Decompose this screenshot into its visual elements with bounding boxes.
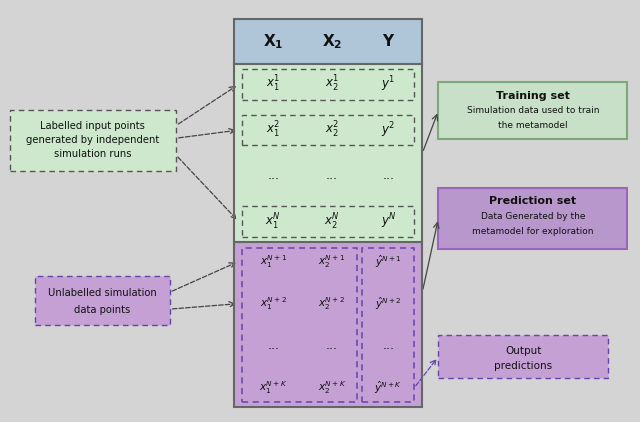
Text: $\mathbf{X_2}$: $\mathbf{X_2}$ — [321, 32, 342, 51]
FancyBboxPatch shape — [234, 19, 422, 64]
Text: $x_1^2$: $x_1^2$ — [266, 120, 280, 140]
FancyBboxPatch shape — [438, 335, 608, 378]
Text: ...: ... — [268, 339, 279, 352]
FancyBboxPatch shape — [10, 110, 176, 171]
Text: $x_2^{N+2}$: $x_2^{N+2}$ — [318, 295, 346, 312]
Text: $x_2^N$: $x_2^N$ — [324, 211, 340, 232]
Text: $y^N$: $y^N$ — [381, 212, 396, 231]
Text: Prediction set: Prediction set — [489, 196, 577, 206]
Text: ...: ... — [326, 339, 338, 352]
FancyBboxPatch shape — [234, 64, 422, 242]
Text: $\hat{y}^{N+2}$: $\hat{y}^{N+2}$ — [375, 295, 402, 312]
Text: generated by independent: generated by independent — [26, 135, 159, 145]
Text: data points: data points — [74, 306, 131, 315]
Text: ...: ... — [326, 169, 338, 182]
Text: $\mathbf{Y}$: $\mathbf{Y}$ — [381, 33, 395, 49]
FancyBboxPatch shape — [35, 276, 170, 325]
Text: Labelled input points: Labelled input points — [40, 121, 145, 131]
Text: $x_2^{N+K}$: $x_2^{N+K}$ — [317, 380, 346, 396]
Text: $x_1^1$: $x_1^1$ — [266, 74, 280, 95]
Text: ...: ... — [383, 339, 394, 352]
Text: Output: Output — [505, 346, 541, 356]
FancyBboxPatch shape — [234, 242, 422, 407]
Text: the metamodel: the metamodel — [498, 121, 568, 130]
Text: $x_2^{N+1}$: $x_2^{N+1}$ — [318, 253, 346, 270]
Text: $x_1^{N+2}$: $x_1^{N+2}$ — [260, 295, 287, 312]
Text: ...: ... — [268, 169, 279, 182]
Text: $x_1^{N+K}$: $x_1^{N+K}$ — [259, 380, 287, 396]
Text: $y^1$: $y^1$ — [381, 75, 396, 94]
Text: ...: ... — [383, 169, 394, 182]
Text: $\hat{y}^{N+K}$: $\hat{y}^{N+K}$ — [374, 380, 403, 396]
Text: $x_1^{N+1}$: $x_1^{N+1}$ — [260, 253, 287, 270]
Text: predictions: predictions — [494, 361, 552, 371]
Text: Unlabelled simulation: Unlabelled simulation — [48, 288, 157, 298]
Text: $x_1^N$: $x_1^N$ — [266, 211, 281, 232]
Text: $\mathbf{X_1}$: $\mathbf{X_1}$ — [263, 32, 284, 51]
Text: $\hat{y}^{N+1}$: $\hat{y}^{N+1}$ — [375, 253, 402, 270]
FancyBboxPatch shape — [438, 82, 627, 139]
Text: $x_2^2$: $x_2^2$ — [324, 120, 339, 140]
Text: $x_2^1$: $x_2^1$ — [324, 74, 339, 95]
Text: Training set: Training set — [496, 91, 570, 101]
FancyBboxPatch shape — [438, 188, 627, 249]
Text: metamodel for exploration: metamodel for exploration — [472, 227, 593, 236]
Text: Data Generated by the: Data Generated by the — [481, 212, 585, 221]
Text: simulation runs: simulation runs — [54, 149, 132, 160]
Text: Simulation data used to train: Simulation data used to train — [467, 106, 599, 115]
Text: $y^2$: $y^2$ — [381, 120, 396, 140]
